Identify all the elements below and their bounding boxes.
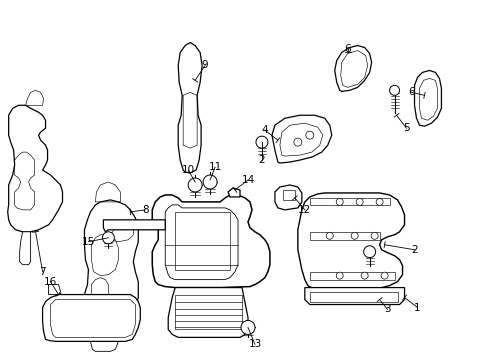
Polygon shape	[272, 115, 332, 163]
Polygon shape	[84, 200, 138, 323]
Circle shape	[390, 85, 399, 95]
Text: 16: 16	[44, 276, 57, 287]
Text: 5: 5	[403, 123, 410, 133]
Circle shape	[336, 272, 343, 279]
Text: 7: 7	[39, 267, 46, 276]
Text: 4: 4	[262, 125, 268, 135]
Polygon shape	[168, 288, 248, 337]
Circle shape	[371, 232, 378, 239]
Circle shape	[102, 232, 114, 244]
Text: 14: 14	[242, 175, 255, 185]
Circle shape	[188, 178, 202, 192]
Polygon shape	[335, 45, 371, 91]
Circle shape	[364, 246, 376, 258]
Polygon shape	[43, 294, 140, 341]
Polygon shape	[228, 188, 240, 197]
Circle shape	[336, 198, 343, 206]
Polygon shape	[298, 193, 405, 292]
Text: 9: 9	[202, 60, 208, 71]
Text: 8: 8	[142, 205, 148, 215]
Polygon shape	[103, 220, 165, 232]
Text: 2: 2	[259, 155, 265, 165]
Text: 1: 1	[414, 302, 421, 312]
Circle shape	[376, 198, 383, 206]
Circle shape	[361, 272, 368, 279]
Text: 11: 11	[208, 162, 221, 172]
Polygon shape	[415, 71, 441, 126]
Circle shape	[381, 272, 388, 279]
Circle shape	[356, 198, 363, 206]
Circle shape	[351, 232, 358, 239]
Circle shape	[203, 175, 217, 189]
Text: 2: 2	[411, 245, 418, 255]
Polygon shape	[91, 321, 119, 351]
Text: 6: 6	[408, 87, 415, 97]
Polygon shape	[49, 285, 61, 294]
Circle shape	[326, 232, 333, 239]
Text: 12: 12	[298, 205, 312, 215]
Circle shape	[306, 131, 314, 139]
Text: 13: 13	[248, 339, 262, 349]
Polygon shape	[305, 288, 405, 305]
Polygon shape	[20, 232, 30, 265]
Circle shape	[256, 136, 268, 148]
Circle shape	[294, 138, 302, 146]
Text: 3: 3	[384, 305, 391, 315]
Polygon shape	[152, 195, 270, 288]
Polygon shape	[8, 105, 63, 232]
Text: 6: 6	[344, 44, 351, 54]
Polygon shape	[275, 185, 302, 210]
Text: 15: 15	[82, 237, 95, 247]
Text: 10: 10	[182, 165, 195, 175]
Polygon shape	[178, 42, 202, 173]
Circle shape	[241, 320, 255, 334]
